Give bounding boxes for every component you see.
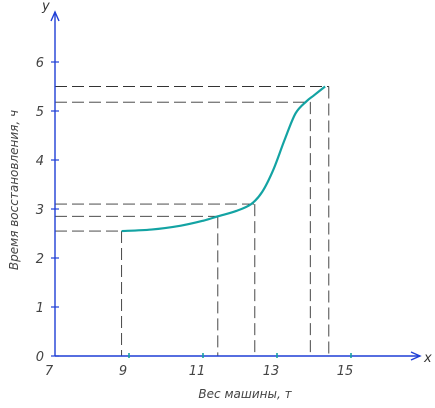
reference-guides xyxy=(55,86,330,356)
x-axis-letter: x xyxy=(423,351,432,366)
y-axis-title: Время восстановления, ч xyxy=(7,110,21,270)
y-tick-label: 0 xyxy=(36,350,44,365)
x-tick-label: 9 xyxy=(119,364,127,379)
series-line xyxy=(121,85,326,233)
axes xyxy=(50,10,422,361)
series-group xyxy=(121,85,326,233)
x-axis-title: Вес машины, т xyxy=(198,387,292,401)
x-tick-label: 15 xyxy=(337,364,354,379)
y-tick-label: 6 xyxy=(36,56,44,71)
y-tick-label: 4 xyxy=(36,154,44,169)
y-axis-arrow xyxy=(50,10,60,22)
ticks: 0 1 2 3 4 5 6 7 9 11 13 15 xyxy=(36,56,354,379)
x-axis-arrow xyxy=(410,351,422,361)
x-tick-label: 11 xyxy=(189,364,206,379)
y-tick-label: 2 xyxy=(36,252,44,267)
x-tick-label: 7 xyxy=(45,364,54,379)
y-tick-label: 5 xyxy=(36,105,44,120)
x-tick-label: 13 xyxy=(263,364,280,379)
y-axis-letter: y xyxy=(41,0,50,14)
y-tick-label: 3 xyxy=(36,203,44,218)
y-tick-label: 1 xyxy=(36,301,44,316)
